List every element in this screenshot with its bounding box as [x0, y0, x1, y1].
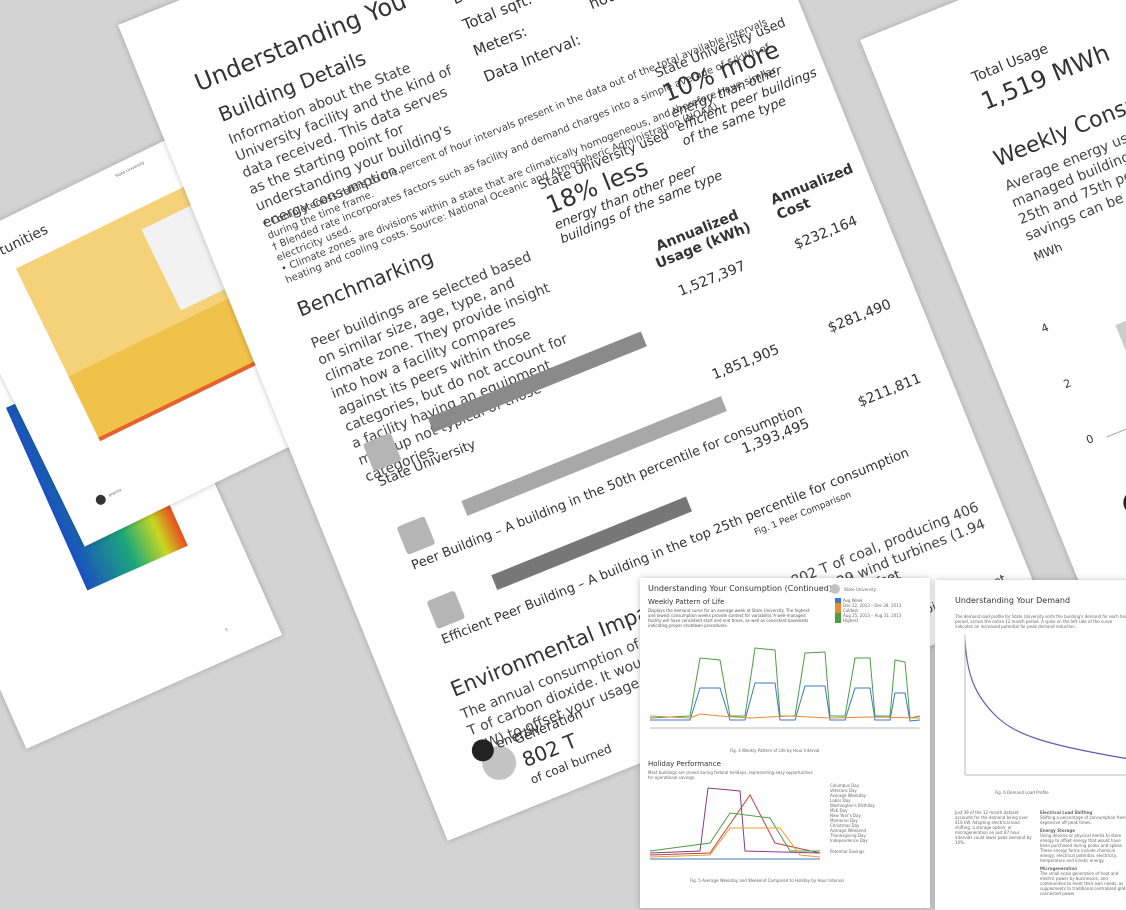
logo: enertiv — [107, 486, 123, 498]
day: Thanksgiving Day — [830, 833, 866, 838]
axis-label: MWh — [1031, 239, 1065, 265]
day: Washington's Birthday — [830, 803, 875, 808]
body-text: Just 39 of the 12 month dataset accounts… — [955, 810, 1032, 845]
page-number: 5 — [224, 626, 229, 633]
opportunities-page: Opportunities State University enertiv — [0, 118, 355, 547]
cost: $232,164 — [791, 213, 860, 253]
strategy-heading: Energy Storage — [1040, 828, 1075, 833]
weekly-chart — [650, 647, 920, 729]
section-heading: Weekly Pattern of Life — [648, 598, 725, 606]
page-title: Understanding Your Demand — [955, 596, 1071, 605]
y-tick-label: 2 — [1061, 376, 1074, 392]
day: Average Weekend — [830, 828, 867, 833]
day: Average Weekday — [830, 793, 867, 798]
section-heading: Holiday Performance — [648, 760, 721, 768]
day: Columbus Day — [830, 783, 860, 788]
holiday-table: Columbus Day Veterans Day Average Weekda… — [830, 783, 920, 854]
monthly-chart — [960, 0, 1126, 23]
holiday-chart — [650, 787, 820, 860]
section-text: The demand load profile for State Univer… — [955, 614, 1126, 629]
building-icon — [396, 516, 436, 556]
usage-chart — [15, 185, 271, 442]
legend-entry: Avg Week — [835, 598, 915, 603]
day: New Year's Day — [830, 813, 861, 818]
y-tick-label: 0 — [1084, 432, 1096, 447]
demand-chart — [964, 635, 1126, 776]
demand-page: Understanding Your Demand The demand loa… — [935, 580, 1126, 910]
usage: 1,527,397 — [675, 258, 749, 300]
figure-caption: Fig. 4 Weekly Pattern of Life by Hour In… — [730, 748, 820, 753]
strategy-heading: Microgeneration — [1040, 866, 1078, 871]
building-name: State University — [844, 587, 877, 592]
strategy-text: Using devices or physical media to store… — [1040, 833, 1124, 863]
total: Potential Savings — [830, 849, 865, 854]
day: Veterans Day — [830, 788, 857, 793]
usage: 1,851,905 — [709, 341, 782, 384]
y-tick-label: 4 — [1039, 320, 1051, 336]
legend: Avg Week Dec 22, 2013 – Dec 28, 2013 Col… — [835, 598, 915, 623]
day: Christmas Day — [830, 823, 860, 828]
section-text: Most buildings are closed during federal… — [648, 770, 813, 780]
strategy-heading: Electrical Load Shifting — [1040, 810, 1093, 815]
strategy-text: The small-scale generation of heat and e… — [1040, 871, 1126, 896]
legend-entry: Dec 22, 2013 – Dec 28, 2013 Coldest — [835, 603, 915, 613]
day: Independence Day — [830, 838, 868, 843]
day: MLK Day — [830, 808, 848, 813]
building-icon — [426, 590, 466, 630]
consumption-page: Understanding Your Consumption (Continue… — [640, 578, 930, 908]
legend-entry: Aug 25, 2013 – Aug 31, 2013 Highest — [835, 613, 915, 623]
cost: $211,811 — [855, 370, 924, 411]
column-header: Annualized Cost — [768, 160, 856, 224]
day: Labor Day — [830, 798, 851, 803]
building-name: State University — [114, 159, 146, 179]
strategy-text: Shifting a percentage of consumption fro… — [1040, 815, 1126, 825]
day: Memorial Day — [830, 818, 858, 823]
section-text: Displays the demand curve for an average… — [648, 608, 810, 628]
cost: $281,490 — [825, 296, 894, 337]
figure-caption: Fig. 6 Demand Load Profile — [995, 790, 1049, 795]
logo-icon — [830, 584, 840, 594]
figure-caption: Fig. 5 Average Weekday and Weekend Compa… — [690, 878, 844, 883]
logo-icon — [94, 493, 108, 507]
page-title: Understanding Your Consumption (Continue… — [648, 584, 832, 593]
bar-illustration — [1115, 310, 1126, 418]
strategies: Electrical Load Shifting Shifting a perc… — [1040, 810, 1126, 896]
logo-icon — [1119, 486, 1126, 519]
